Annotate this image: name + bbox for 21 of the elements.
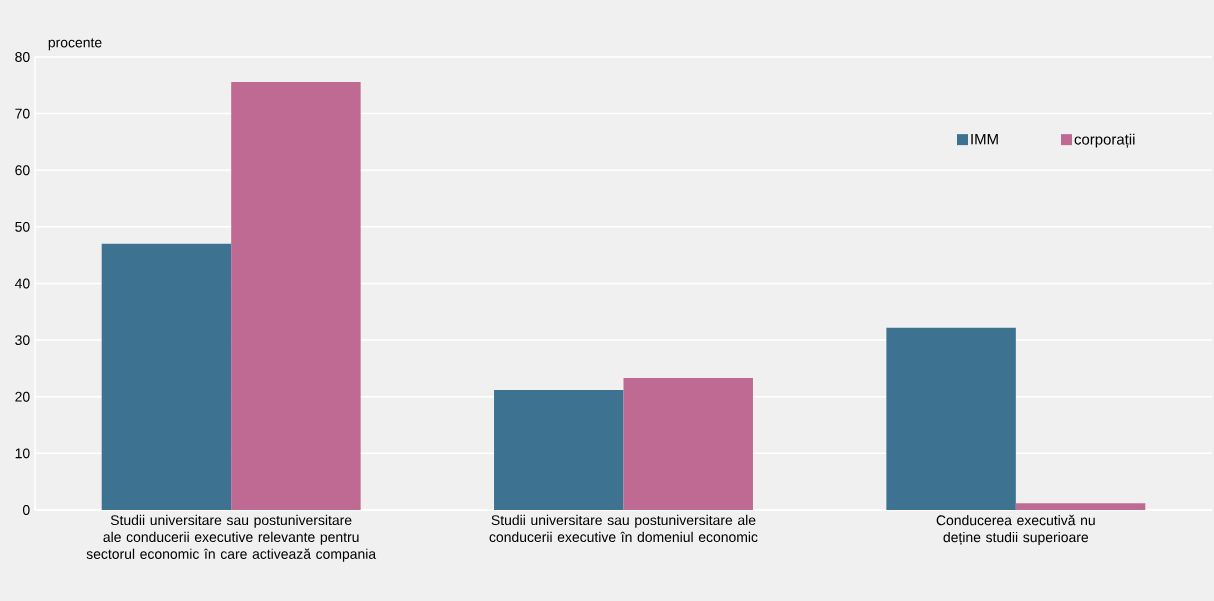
y-tick-label: 80	[15, 52, 30, 62]
legend-label: corporații	[1074, 133, 1135, 148]
y-tick-label: 20	[15, 391, 30, 402]
y-tick-label: 0	[22, 505, 30, 515]
y-tick-label: 70	[15, 108, 30, 119]
bar	[1015, 503, 1146, 510]
y-tick-label: 60	[15, 165, 30, 176]
y-tick-label: 10	[15, 448, 30, 459]
y-tick-label: 30	[15, 335, 30, 346]
legend-label: IMM	[971, 133, 998, 145]
bar	[231, 81, 361, 510]
y-axis-title: procente	[48, 38, 102, 51]
bar	[101, 243, 232, 510]
x-tick-label: Studii universitare sau postuniversitare ale conducerii executive relevante pentru sectorul economic în care activează compania	[86, 514, 377, 562]
bar	[623, 378, 753, 510]
x-tick-label: Conducerea executivă nu deține studii superioare	[936, 514, 1095, 546]
bar	[494, 389, 624, 510]
bar	[886, 327, 1016, 510]
x-tick-label: Studii universitare sau postuniversitare ale conducerii executive în domeniul economic	[489, 514, 758, 543]
y-tick-label: 40	[14, 278, 30, 289]
y-tick-label: 50	[15, 221, 30, 232]
